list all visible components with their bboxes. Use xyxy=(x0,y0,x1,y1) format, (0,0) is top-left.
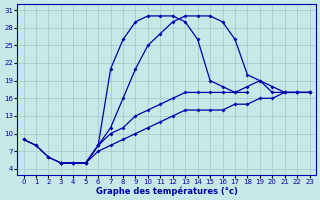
X-axis label: Graphe des températures (°c): Graphe des températures (°c) xyxy=(96,186,237,196)
